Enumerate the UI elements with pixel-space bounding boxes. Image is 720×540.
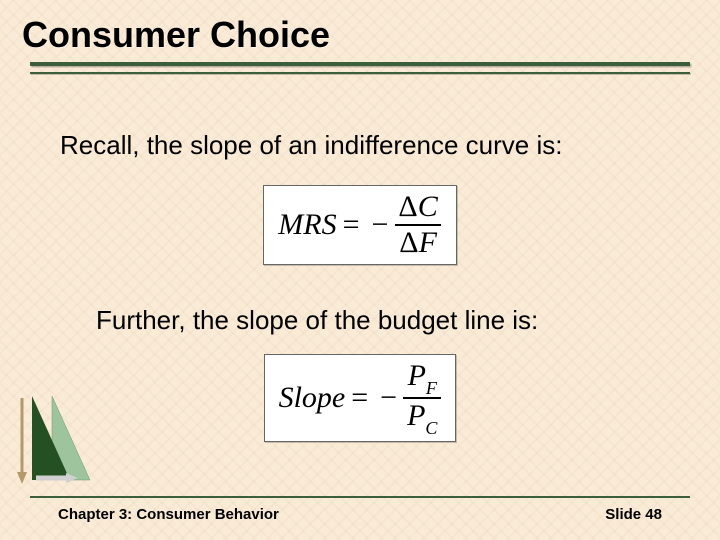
equation-2-container: Slope = − PF PC [0,354,720,442]
delta-icon: Δ [398,190,417,223]
eq2-denominator: PC [403,397,441,435]
eq2-num-base: P [408,359,426,392]
equation-1-container: MRS = − ΔC ΔF [0,185,720,265]
body-line-1: Recall, the slope of an indifference cur… [0,130,720,161]
equation-1-box: MRS = − ΔC ΔF [263,185,456,265]
equation-2: Slope = − PF PC [279,361,442,435]
eq2-equals: = [345,381,374,415]
rule-thin [30,72,690,74]
eq1-minus: − [366,208,395,242]
body-line-2: Further, the slope of the budget line is… [0,305,720,336]
eq1-equals: = [337,208,366,242]
eq1-denominator: ΔF [395,224,441,258]
footer: Chapter 3: Consumer Behavior Slide 48 [0,496,720,540]
eq2-fraction: PF PC [403,361,441,435]
eq1-num-var: C [418,190,438,223]
eq1-numerator: ΔC [394,192,441,224]
eq1-lhs: MRS [278,208,336,242]
footer-left: Chapter 3: Consumer Behavior [58,506,279,523]
delta-icon: Δ [399,226,418,259]
corner-decoration-icon [12,392,102,486]
footer-right: Slide 48 [605,506,662,523]
page-title: Consumer Choice [0,0,720,62]
eq1-den-var: F [419,226,437,259]
rule-thick [30,62,690,66]
eq2-den-base: P [407,399,425,432]
eq2-numerator: PF [404,361,441,397]
eq1-fraction: ΔC ΔF [394,192,441,258]
eq2-num-sub: F [426,378,437,398]
eq2-den-sub: C [425,418,437,438]
eq2-minus: − [374,381,403,415]
eq2-lhs: Slope [279,381,346,415]
equation-2-box: Slope = − PF PC [264,354,457,442]
equation-1: MRS = − ΔC ΔF [278,192,441,258]
